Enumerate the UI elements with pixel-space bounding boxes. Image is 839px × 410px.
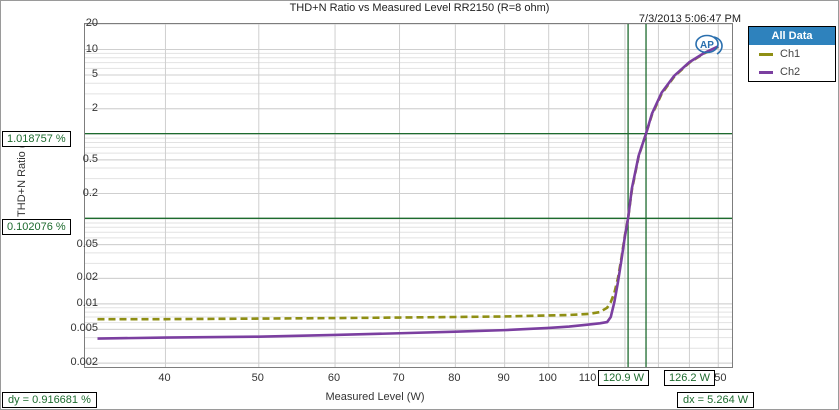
x-axis-label: Measured Level (W) — [325, 391, 425, 403]
y-tick-label: 20 — [85, 17, 98, 29]
x-tick-label: 110 — [578, 372, 597, 384]
y-tick-label: 0.002 — [70, 356, 98, 369]
legend-item-ch2[interactable]: Ch2 — [749, 63, 835, 81]
delta-y-status: dy = 0.916681 % — [2, 392, 97, 408]
timestamp-label: 7/3/2013 5:06:47 PM — [638, 13, 742, 25]
legend-swatch-icon — [759, 70, 773, 74]
x-tick-label: 40 — [158, 372, 171, 384]
legend-item-label: Ch1 — [780, 48, 801, 60]
cursor-label-y1[interactable]: 1.018757 % — [2, 131, 71, 147]
plot-area[interactable] — [84, 23, 733, 368]
delta-x-status: dx = 5.264 W — [677, 392, 755, 408]
y-tick-label: 0.2 — [82, 186, 98, 199]
chart-title: THD+N Ratio vs Measured Level RR2150 (R=… — [289, 2, 550, 14]
y-tick-label: 5 — [91, 68, 98, 81]
cursor-label-x1[interactable]: 120.9 W — [598, 370, 649, 386]
y-tick-label: 0.01 — [76, 296, 98, 309]
svg-text:AP: AP — [700, 40, 714, 51]
legend-items: Ch1 Ch2 — [749, 45, 835, 81]
x-tick-label: 100 — [538, 372, 557, 384]
ap-watermark-icon: AP — [692, 33, 728, 57]
legend-item-label: Ch2 — [780, 66, 801, 78]
y-tick-label: 0.02 — [76, 271, 98, 284]
x-tick-label: 80 — [448, 372, 461, 384]
y-tick-label: 2 — [91, 101, 98, 114]
x-tick-label: 70 — [392, 372, 405, 384]
legend-item-ch1[interactable]: Ch1 — [749, 45, 835, 63]
x-tick-label: 50 — [251, 372, 264, 384]
y-tick-label: 0.5 — [82, 152, 98, 165]
y-tick-label: 0.05 — [76, 237, 98, 250]
y-tick-label: 0.005 — [70, 322, 98, 335]
plot-svg — [85, 24, 732, 367]
legend-title: All Data — [749, 27, 835, 45]
legend-swatch-icon — [759, 52, 773, 56]
cursor-label-y2[interactable]: 0.102076 % — [2, 219, 71, 235]
x-tick-label: 60 — [327, 372, 341, 384]
legend-panel[interactable]: All Data Ch1 Ch2 — [748, 26, 836, 82]
x-tick-label: 90 — [497, 372, 510, 384]
cursor-label-x2[interactable]: 126.2 W — [664, 370, 715, 386]
y-tick-label: 10 — [85, 42, 98, 55]
